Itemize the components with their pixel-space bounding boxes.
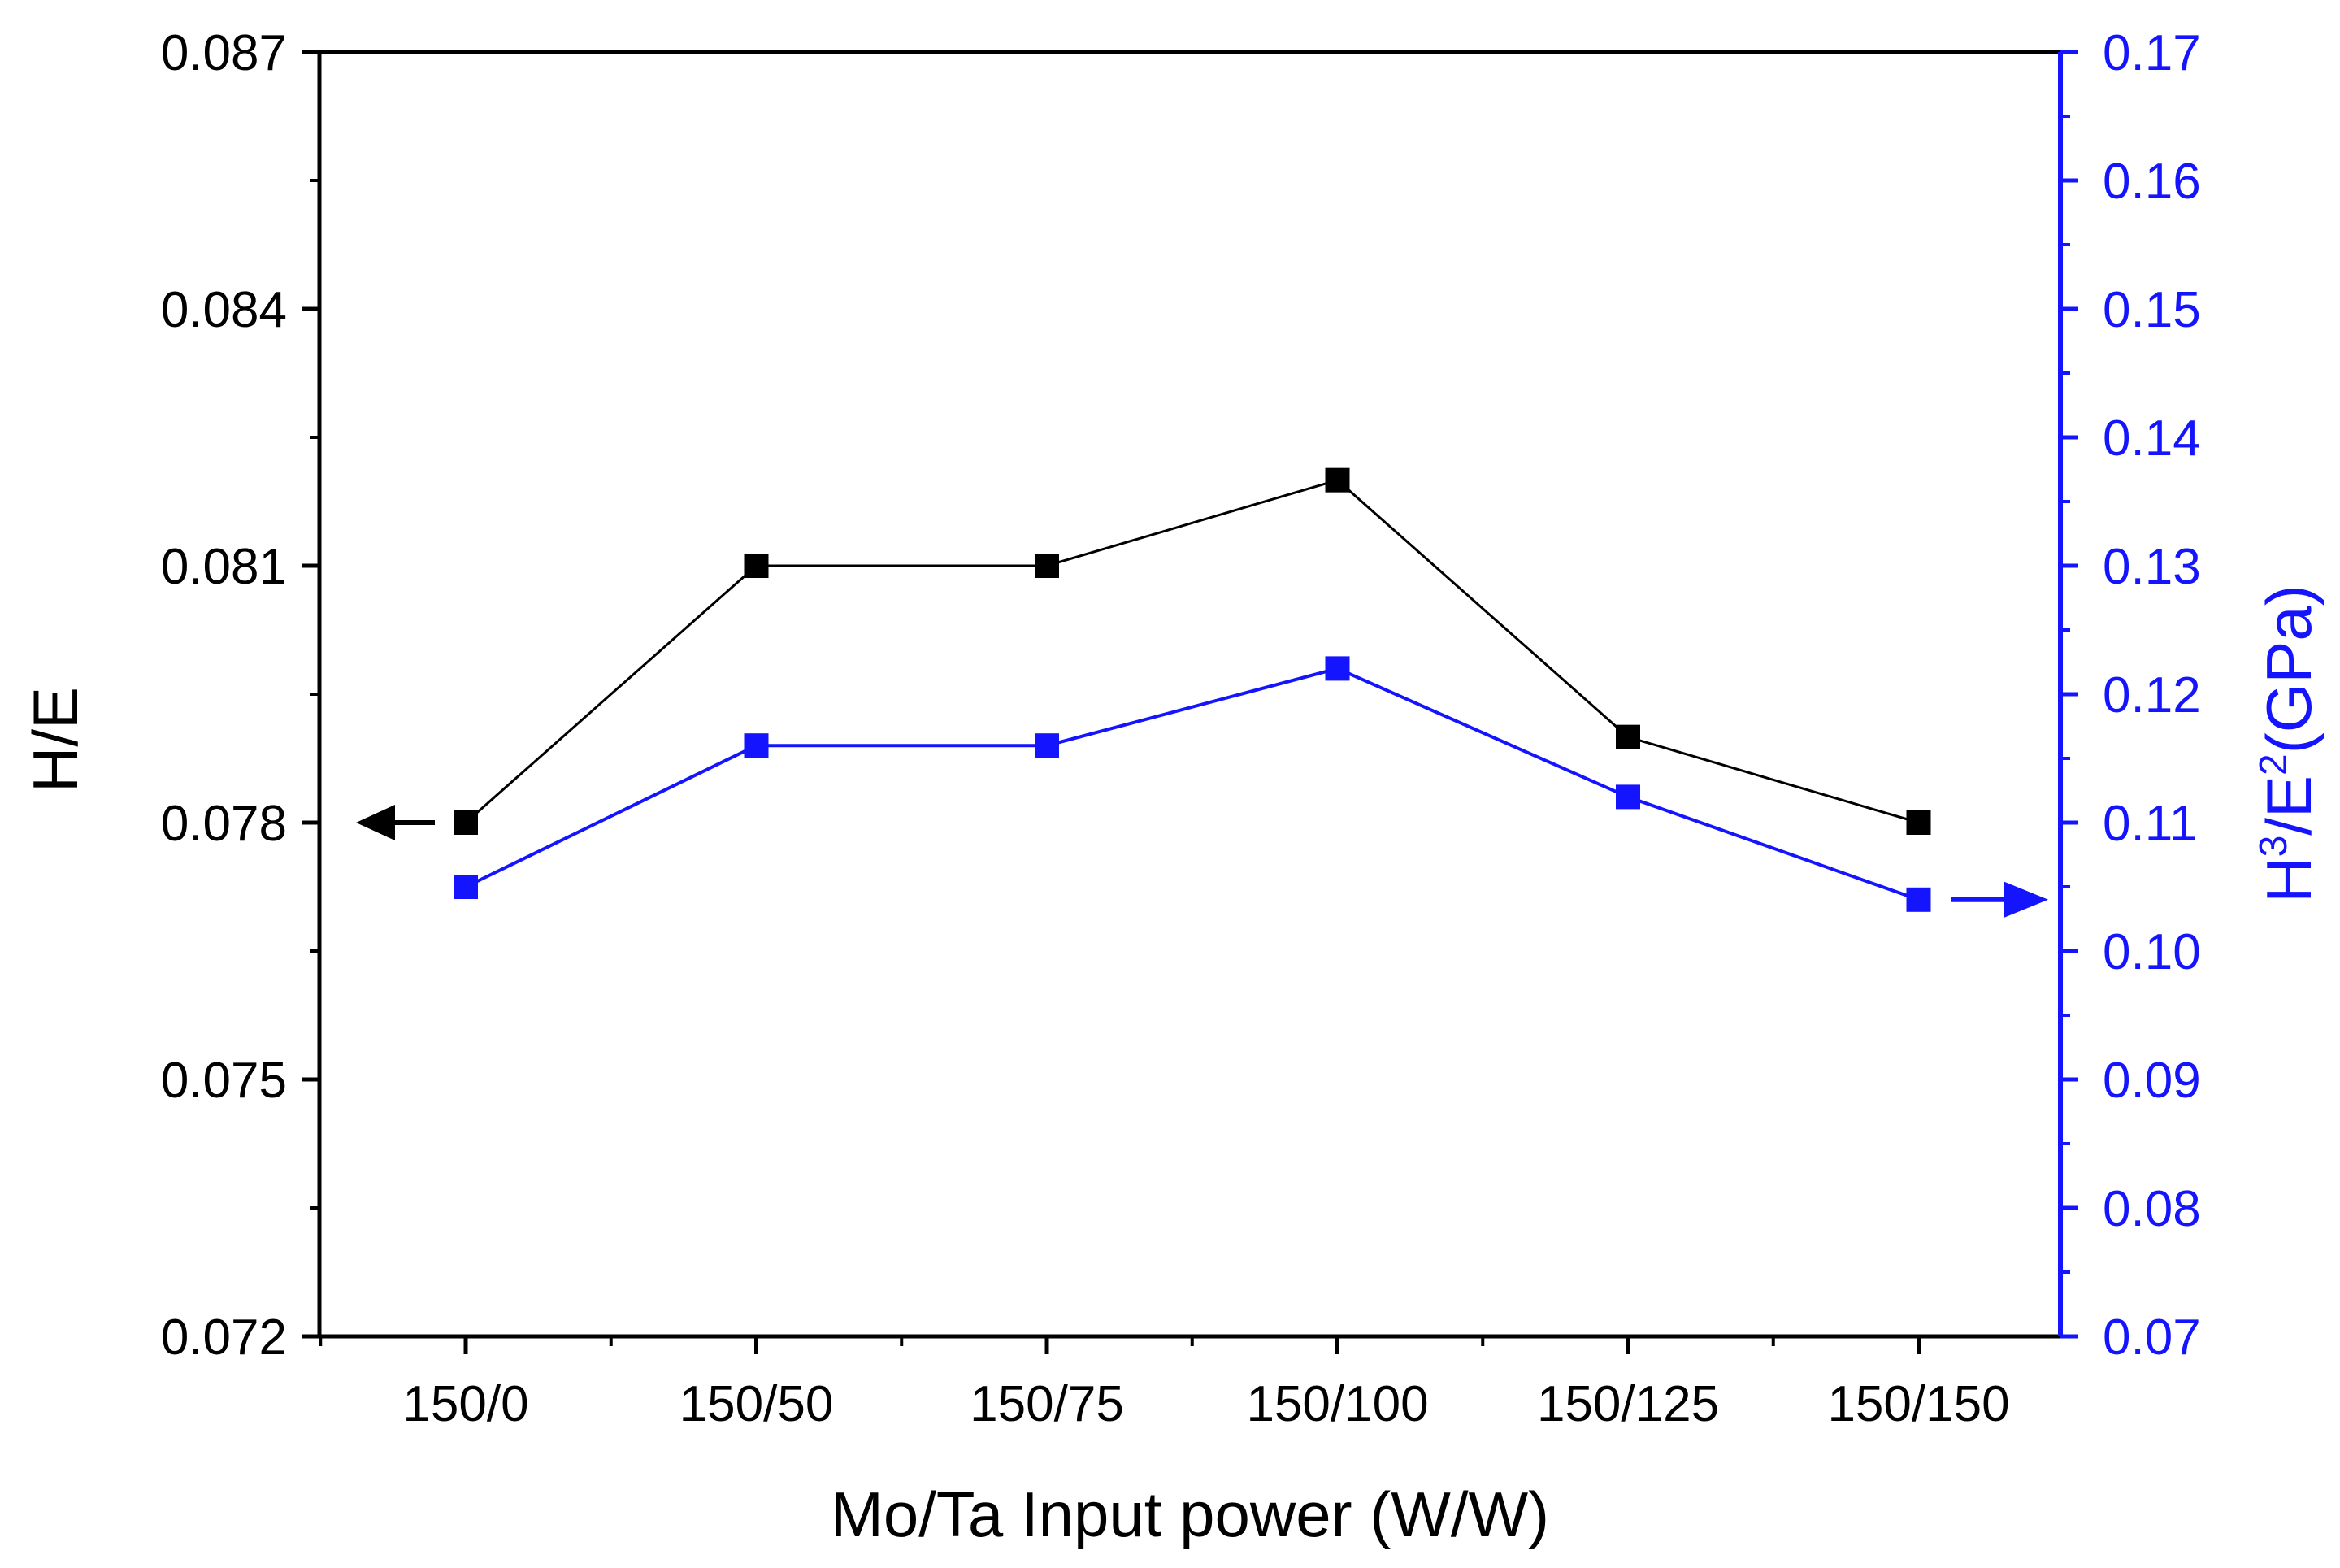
y-right-title-h: H xyxy=(2253,857,2325,902)
annotations xyxy=(356,805,2048,918)
data-point xyxy=(1616,724,1640,749)
minor-ticks xyxy=(310,115,2070,1346)
data-point xyxy=(1035,733,1059,758)
y-right-tick-label: 0.15 xyxy=(2103,282,2201,338)
series-line xyxy=(465,478,1919,824)
y-right-tick-label: 0.10 xyxy=(2103,924,2201,980)
y-left-tick-label: 0.078 xyxy=(161,796,287,852)
y-right-tick-label: 0.13 xyxy=(2103,539,2201,595)
x-tick-label: 150/50 xyxy=(679,1376,834,1432)
y-right-title-sup2: 2 xyxy=(2252,754,2295,775)
x-tick-label: 150/100 xyxy=(1246,1376,1428,1432)
arrow-right-head xyxy=(2004,881,2048,918)
y-left-axis-title: H/E xyxy=(20,687,91,793)
data-point xyxy=(1325,656,1350,681)
plot-frame xyxy=(317,50,2063,1339)
x-tick-label: 150/150 xyxy=(1827,1376,2009,1432)
x-axis-title: Mo/Ta Input power (W/W) xyxy=(831,1479,1549,1550)
series-line xyxy=(465,667,1920,901)
data-point xyxy=(744,554,769,578)
y-right-title-mid: /E xyxy=(2253,775,2325,836)
y-left-tick-label: 0.072 xyxy=(161,1310,287,1366)
y-right-tick-label: 0.16 xyxy=(2103,154,2201,210)
y-right-tick-label: 0.12 xyxy=(2103,667,2201,723)
data-point xyxy=(1616,784,1640,810)
y-right-tick-label: 0.08 xyxy=(2103,1181,2201,1237)
ticks: 0.072 0.075 0.078 0.081 0.084 0.087 0.07 0.08 0.… xyxy=(161,25,2201,1432)
data-point xyxy=(1325,467,1350,493)
data-point xyxy=(744,733,769,758)
data-point xyxy=(1906,810,1931,835)
x-tick-label: 150/75 xyxy=(970,1376,1124,1432)
y-right-axis-title: H3/E2(GPa) xyxy=(2252,584,2325,902)
y-right-tick-label: 0.09 xyxy=(2103,1053,2201,1109)
data-point xyxy=(454,810,478,835)
arrow-left-head xyxy=(356,805,395,840)
y-right-title-end: (GPa) xyxy=(2253,584,2325,754)
y-right-tick-label: 0.17 xyxy=(2103,25,2201,81)
x-tick-label: 150/125 xyxy=(1537,1376,1719,1432)
series xyxy=(454,467,1931,912)
x-tick-label: 150/0 xyxy=(402,1376,528,1432)
data-point xyxy=(454,875,478,899)
y-left-tick-label: 0.075 xyxy=(161,1053,287,1109)
y-right-tick-label: 0.14 xyxy=(2103,410,2201,467)
data-point xyxy=(1035,554,1059,578)
data-point xyxy=(1906,887,1931,912)
y-left-tick-label: 0.081 xyxy=(161,539,287,595)
y-right-tick-label: 0.11 xyxy=(2103,796,2197,852)
y-right-tick-label: 0.07 xyxy=(2103,1310,2201,1366)
y-left-tick-label: 0.084 xyxy=(161,282,287,338)
y-left-tick-label: 0.087 xyxy=(161,25,287,81)
y-right-title-sup1: 3 xyxy=(2252,836,2295,858)
